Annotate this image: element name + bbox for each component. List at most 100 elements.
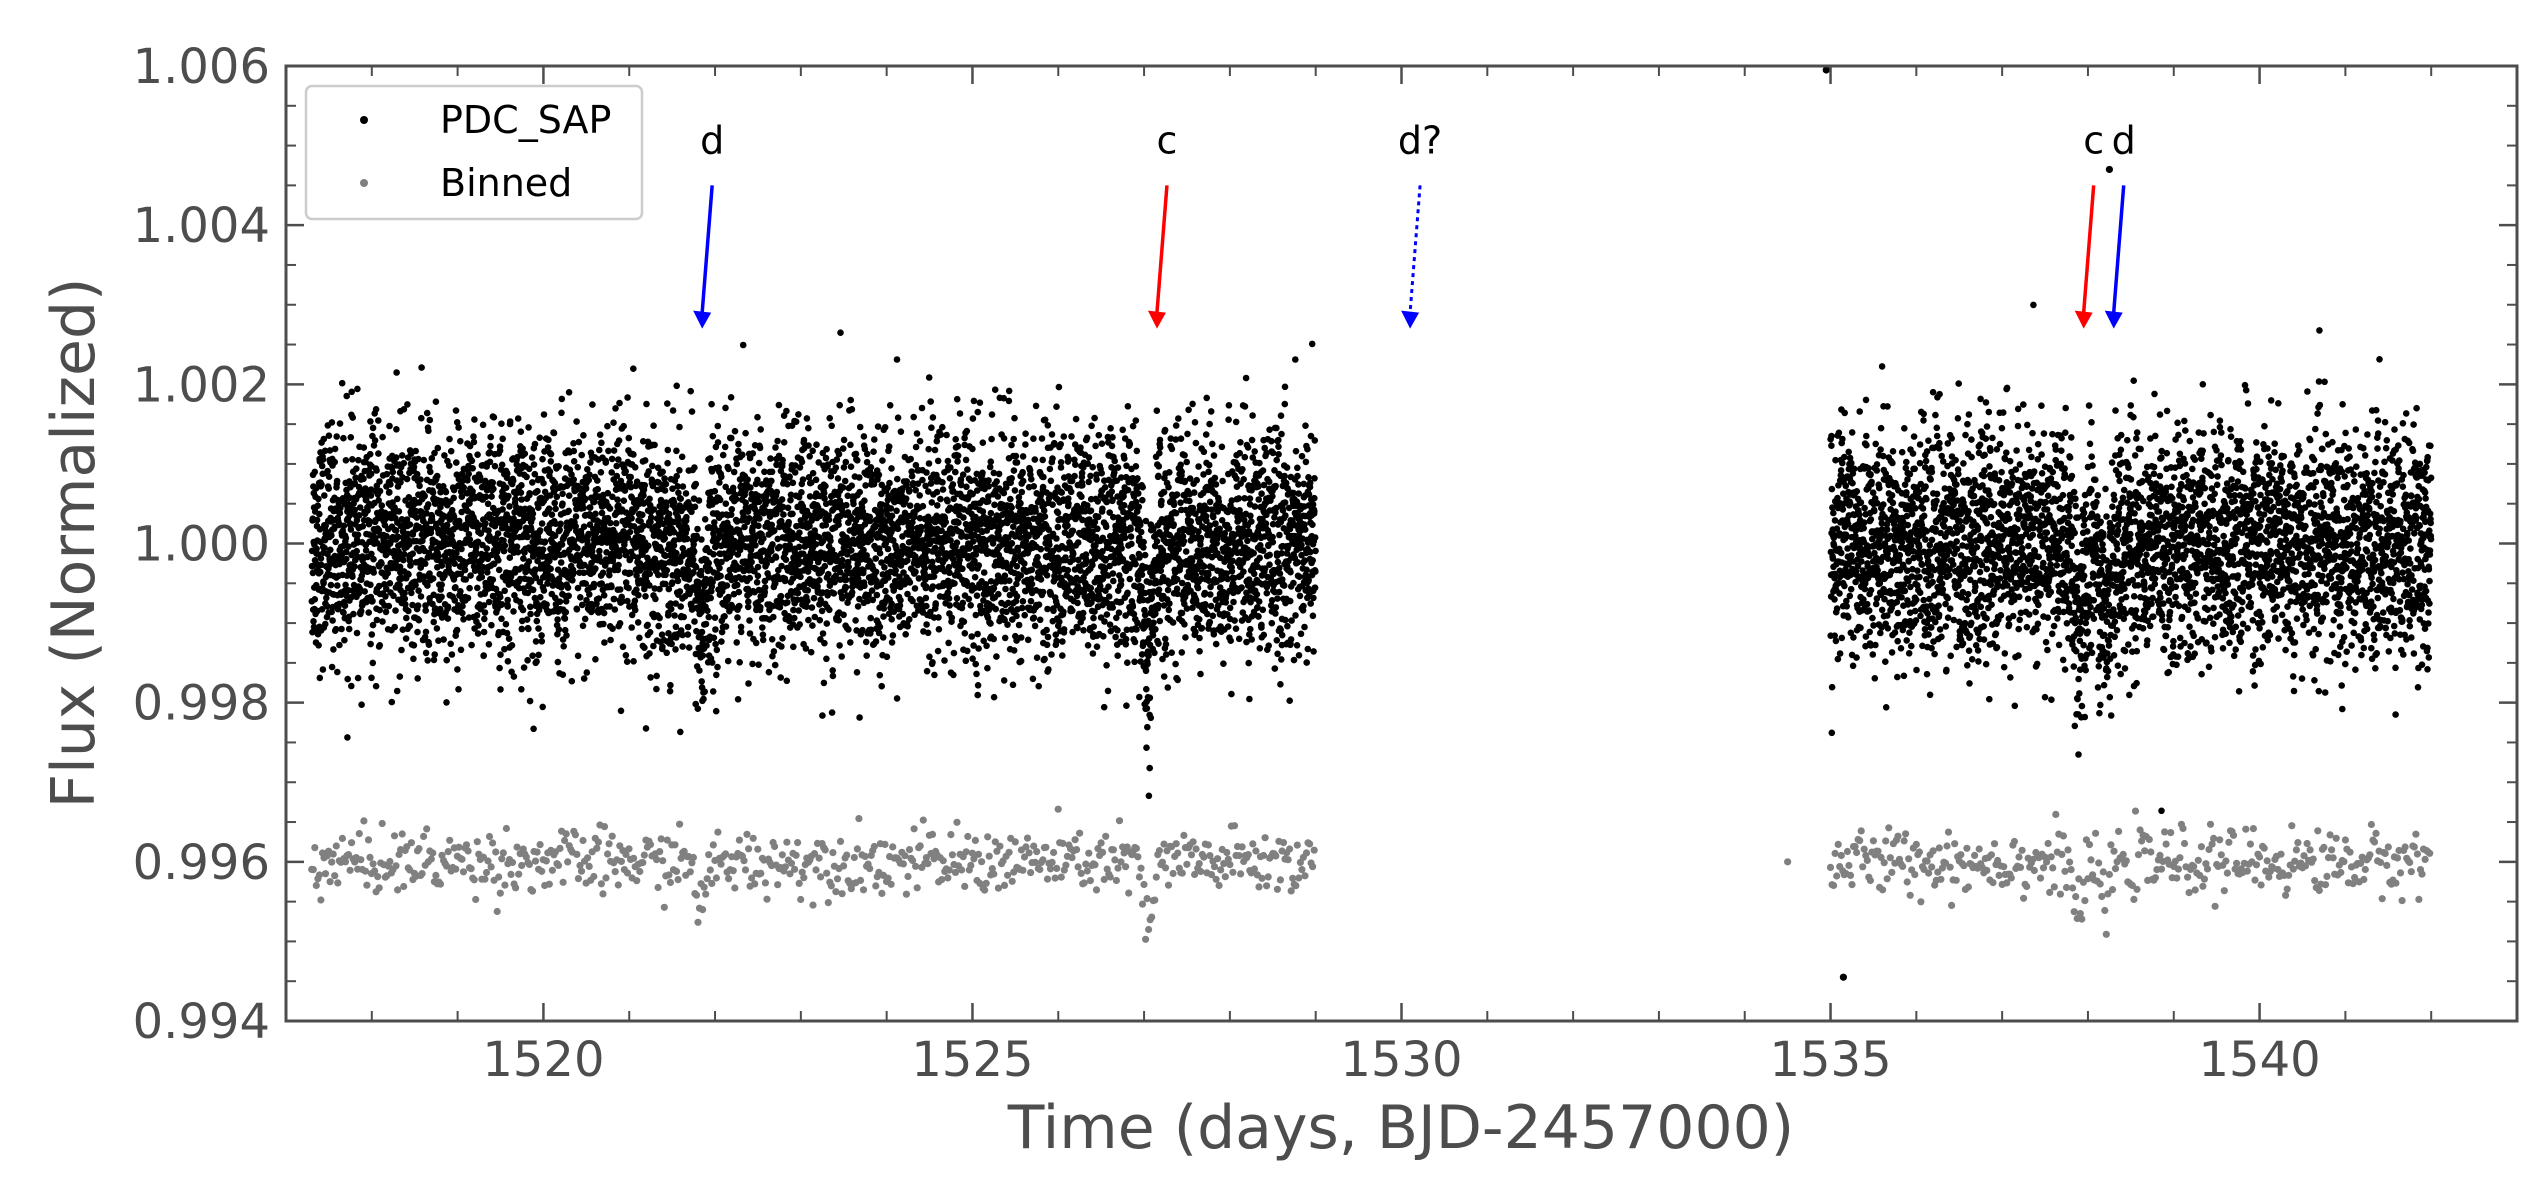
pdc-sap-point <box>400 550 408 558</box>
pdc-sap-point <box>650 422 657 430</box>
pdc-sap-point <box>450 494 458 502</box>
pdc-sap-point <box>923 667 931 675</box>
pdc-sap-point <box>436 605 444 613</box>
pdc-sap-point <box>353 547 361 555</box>
pdc-sap-point <box>663 567 671 574</box>
pdc-sap-point <box>504 596 512 604</box>
pdc-sap-point <box>959 565 966 573</box>
pdc-sap-point <box>628 624 635 631</box>
pdc-sap-point <box>755 498 763 506</box>
pdc-sap-point <box>993 478 1000 485</box>
pdc-sap-point <box>471 416 478 423</box>
pdc-sap-point <box>622 652 630 659</box>
pdc-sap-point <box>313 516 321 524</box>
pdc-sap-point <box>954 458 961 465</box>
pdc-sap-point <box>425 427 432 435</box>
pdc-sap-point <box>482 493 490 501</box>
pdc-sap-point <box>518 686 525 693</box>
pdc-sap-point <box>570 458 578 465</box>
pdc-sap-point <box>664 446 672 454</box>
pdc-sap-point <box>586 504 594 511</box>
pdc-sap-point <box>1024 636 1032 644</box>
pdc-sap-point <box>1008 441 1015 449</box>
pdc-sap-point <box>912 443 920 451</box>
pdc-sap-point <box>853 669 861 676</box>
pdc-sap-point <box>669 579 676 586</box>
pdc-sap-point <box>366 450 374 458</box>
pdc-sap-point <box>983 642 990 650</box>
pdc-sap-point <box>953 539 961 546</box>
pdc-sap-point <box>558 409 565 417</box>
pdc-sap-point <box>375 526 383 534</box>
pdc-sap-point <box>923 602 930 610</box>
pdc-sap-point <box>458 493 466 501</box>
pdc-sap-point <box>805 616 812 624</box>
pdc-sap-point <box>808 604 816 611</box>
pdc-sap-point <box>355 456 362 464</box>
pdc-sap-point <box>934 502 941 509</box>
pdc-sap-point <box>518 625 526 633</box>
pdc-sap-point <box>680 613 687 621</box>
pdc-sap-point <box>620 497 628 505</box>
pdc-sap-point <box>1058 489 1065 496</box>
pdc-sap-point <box>770 613 777 621</box>
pdc-sap-point <box>403 614 410 622</box>
pdc-sap-point <box>405 571 412 578</box>
pdc-sap-point <box>408 589 415 597</box>
pdc-sap-point <box>401 595 409 602</box>
pdc-sap-point <box>358 701 365 708</box>
pdc-sap-point <box>315 495 322 503</box>
pdc-sap-point <box>665 510 673 518</box>
pdc-sap-point <box>561 615 569 622</box>
pdc-sap-point <box>340 609 347 616</box>
pdc-sap-point <box>329 617 336 624</box>
pdc-sap-point <box>459 602 466 610</box>
pdc-sap-point <box>412 581 419 589</box>
pdc-sap-point <box>616 586 624 593</box>
pdc-sap-point <box>1007 495 1014 503</box>
pdc-sap-point <box>600 592 608 599</box>
pdc-sap-point <box>905 488 913 495</box>
pdc-sap-point <box>836 401 843 409</box>
pdc-sap-point <box>642 725 650 732</box>
pdc-sap-point <box>979 508 987 515</box>
pdc-sap-point <box>845 626 852 633</box>
pdc-sap-point <box>821 639 828 647</box>
pdc-sap-point <box>372 682 380 690</box>
pdc-sap-point <box>963 483 970 491</box>
pdc-sap-point <box>611 606 619 613</box>
pdc-sap-point <box>348 388 356 396</box>
pdc-sap-point <box>872 568 880 576</box>
pdc-sap-point <box>429 575 437 582</box>
pdc-sap-point <box>975 562 983 569</box>
pdc-sap-point <box>717 572 724 580</box>
pdc-sap-point <box>531 470 539 478</box>
pdc-sap-point <box>467 572 474 579</box>
pdc-sap-point <box>316 510 323 518</box>
pdc-sap-point <box>431 449 438 457</box>
pdc-sap-point <box>873 591 881 599</box>
pdc-sap-point <box>953 395 961 403</box>
pdc-sap-point <box>322 620 329 628</box>
pdc-sap-point <box>396 563 404 571</box>
pdc-sap-point <box>1065 587 1073 594</box>
pdc-sap-point <box>939 423 946 431</box>
pdc-sap-point <box>784 480 791 488</box>
pdc-sap-point <box>889 632 897 639</box>
pdc-sap-point <box>625 434 633 442</box>
pdc-sap-point <box>1054 523 1062 531</box>
pdc-sap-point <box>872 638 880 645</box>
pdc-sap-point <box>537 593 544 601</box>
pdc-sap-point <box>443 521 451 529</box>
pdc-sap-point <box>424 582 431 589</box>
pdc-sap-point <box>1059 652 1066 659</box>
pdc-sap-point <box>823 620 831 627</box>
pdc-sap-point <box>453 459 460 466</box>
pdc-sap-point <box>760 535 767 542</box>
pdc-sap-point <box>331 458 339 466</box>
pdc-sap-point <box>427 525 435 533</box>
pdc-sap-point <box>490 504 497 512</box>
pdc-sap-point <box>415 455 422 463</box>
pdc-sap-point <box>529 652 536 659</box>
pdc-sap-point <box>321 544 328 552</box>
